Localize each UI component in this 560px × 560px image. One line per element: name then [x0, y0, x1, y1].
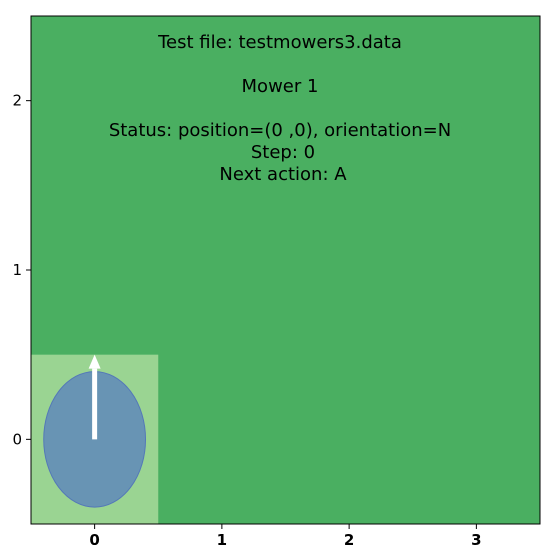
y-tick-label-1: 1 [12, 261, 22, 279]
y-tick-label-2: 2 [12, 92, 22, 110]
title-line-file: Test file: testmowers3.data [157, 32, 402, 53]
x-tick-label-2: 2 [344, 531, 354, 549]
next-action-text: Next action: A [219, 164, 347, 185]
title-line-mower: Mower 1 [242, 76, 319, 97]
title-line-status: Status: position=(0 ,0), orientation=N [109, 120, 451, 141]
data-layer [31, 16, 540, 524]
y-tick-label-0: 0 [12, 430, 22, 448]
x-tick-label-3: 3 [471, 531, 481, 549]
ticks-layer: 0 1 2 3 0 1 2 [12, 92, 481, 549]
step-text: Step: 0 [251, 142, 315, 163]
mower-orientation-arrow-head [88, 354, 101, 369]
x-tick-label-1: 1 [217, 531, 227, 549]
x-tick-label-0: 0 [89, 531, 99, 549]
